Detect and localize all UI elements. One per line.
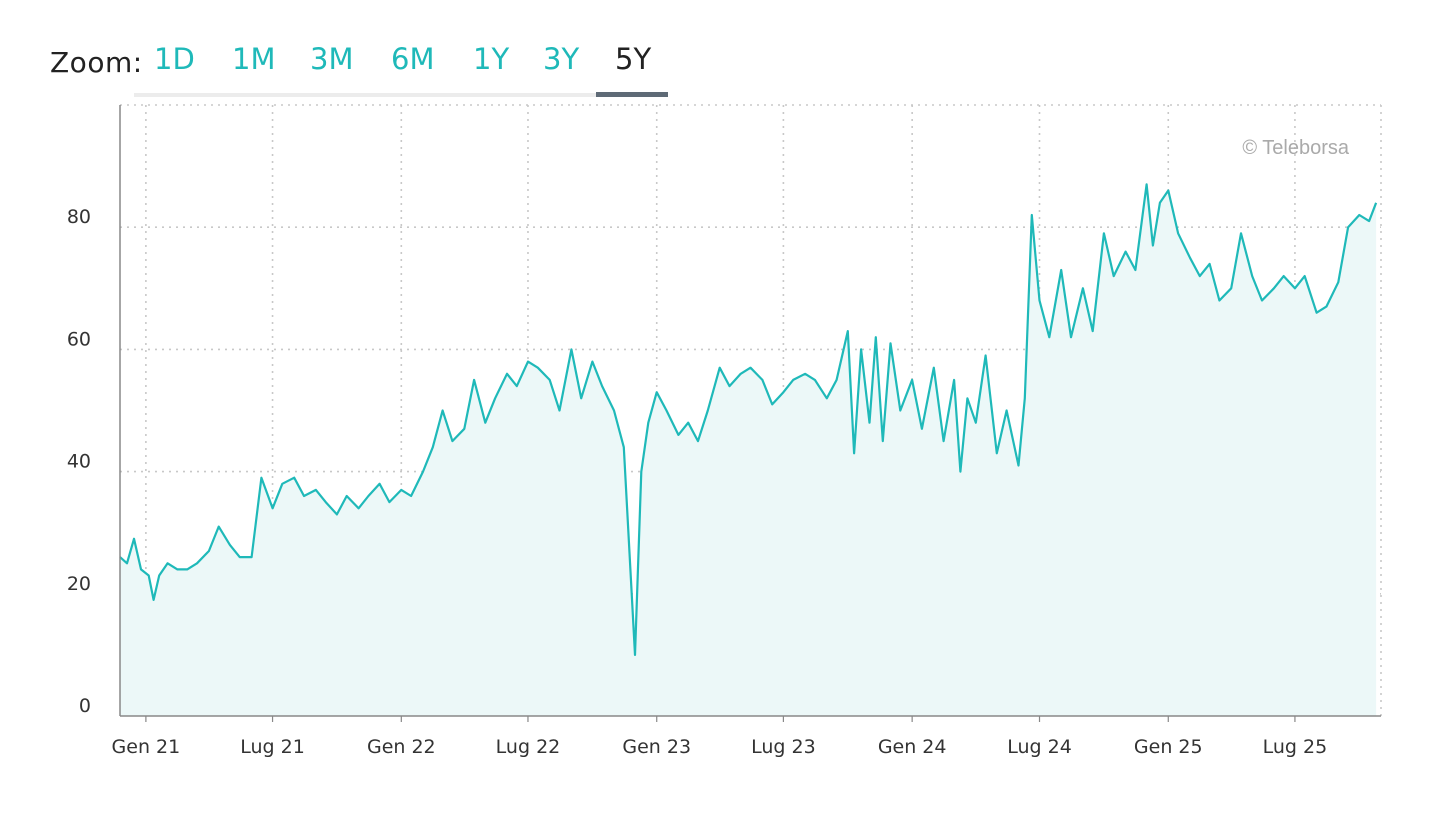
x-tick-label: Gen 21 (112, 736, 181, 758)
y-tick-label: 0 (79, 695, 91, 717)
zoom-track (134, 93, 668, 97)
price-line (119, 183, 1378, 656)
y-axis-labels: 0 20 40 60 80 (67, 206, 91, 717)
x-tick-label: Lug 22 (496, 736, 561, 758)
y-tick-label: 20 (67, 573, 91, 595)
zoom-button-3y[interactable]: 3Y (543, 42, 580, 76)
zoom-active-indicator (596, 92, 668, 97)
y-tick-label: 40 (67, 451, 91, 473)
x-tick-label: Lug 21 (240, 736, 305, 758)
x-tick-label: Lug 25 (1263, 736, 1328, 758)
x-tick-label: Gen 24 (878, 736, 947, 758)
x-axis-labels: Gen 21 Lug 21 Gen 22 Lug 22 Gen 23 Lug 23 Gen … (112, 716, 1328, 758)
zoom-button-3m[interactable]: 3M (310, 42, 354, 76)
x-tick-label: Gen 25 (1134, 736, 1203, 758)
zoom-label: Zoom: (50, 46, 143, 79)
chart-axes (119, 105, 1381, 717)
zoom-button-1d[interactable]: 1D (154, 42, 195, 76)
price-area (120, 184, 1377, 716)
y-tick-label: 80 (67, 206, 91, 228)
watermark-text: © Teleborsa (1242, 137, 1350, 159)
x-tick-label: Gen 22 (367, 736, 436, 758)
x-tick-label: Lug 24 (1007, 736, 1072, 758)
zoom-button-6m[interactable]: 6M (391, 42, 435, 76)
x-tick-label: Lug 23 (751, 736, 816, 758)
x-tick-label: Gen 23 (622, 736, 691, 758)
y-tick-label: 60 (67, 328, 91, 350)
zoom-button-1m[interactable]: 1M (232, 42, 276, 76)
zoom-button-5y[interactable]: 5Y (615, 42, 652, 76)
zoom-button-1y[interactable]: 1Y (473, 42, 510, 76)
